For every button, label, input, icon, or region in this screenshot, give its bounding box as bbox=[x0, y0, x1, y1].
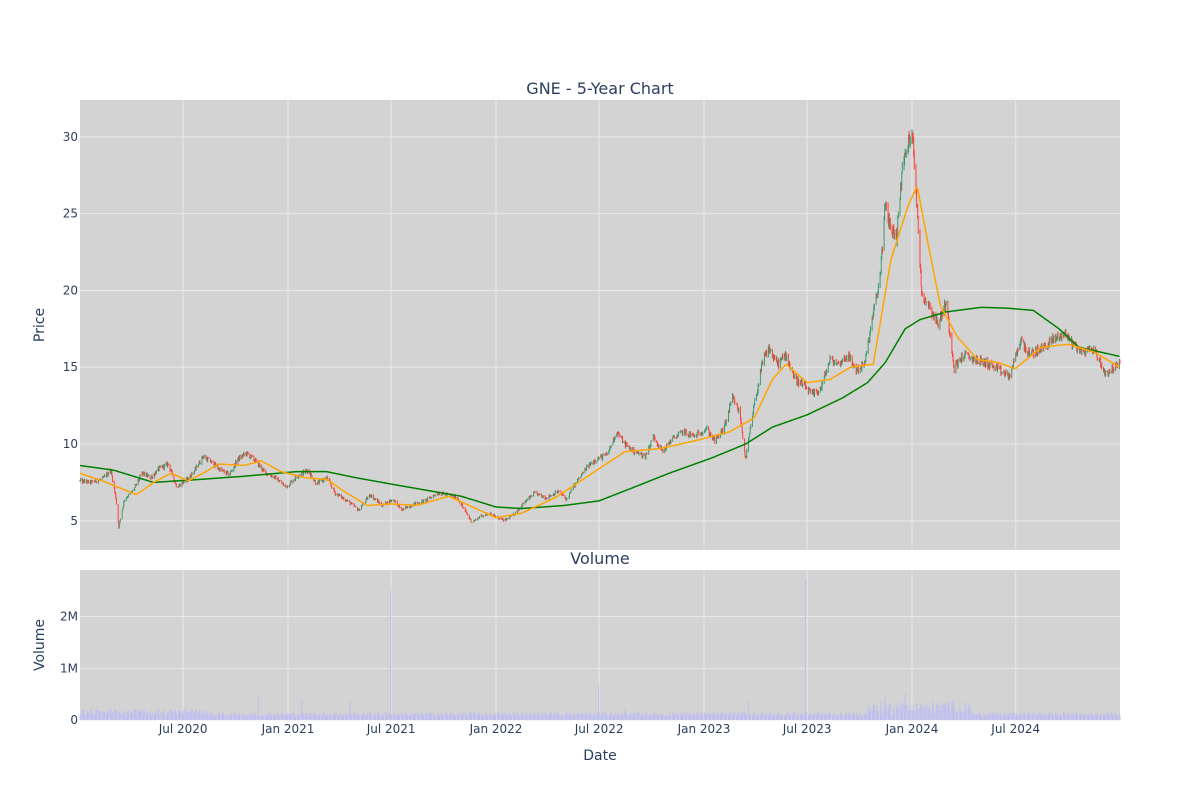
volume-tick-label: 0 bbox=[70, 713, 78, 727]
date-axis-title: Date bbox=[583, 748, 616, 764]
moving-averages bbox=[79, 185, 1120, 519]
volume-subplot-title: Volume bbox=[570, 549, 630, 568]
volume-bars bbox=[79, 580, 1121, 720]
price-tick-label: 25 bbox=[63, 207, 78, 221]
price-tick-label: 20 bbox=[63, 283, 78, 297]
price-tick-label: 10 bbox=[63, 437, 78, 451]
date-tick-label: Jul 2020 bbox=[158, 722, 208, 736]
volume-tick-label: 2M bbox=[60, 610, 78, 624]
long-moving-average-line bbox=[79, 306, 1120, 510]
volume-plot-background bbox=[80, 570, 1120, 720]
date-tick-label: Jan 2022 bbox=[469, 722, 523, 736]
chart-title: GNE - 5-Year Chart bbox=[526, 79, 673, 98]
date-tick-label: Jul 2023 bbox=[782, 722, 832, 736]
price-axis-title: Price bbox=[32, 308, 48, 342]
date-tick-label: Jul 2024 bbox=[990, 722, 1040, 736]
volume-tick-label: 1M bbox=[60, 661, 78, 675]
short-moving-average-line bbox=[79, 185, 1120, 519]
date-x-ticks: Jul 2020 Jan 2021 Jul 2021 Jan 2022 Jul 2022… bbox=[158, 722, 1040, 736]
price-plot-background bbox=[80, 100, 1120, 550]
date-tick-label: Jul 2021 bbox=[366, 722, 416, 736]
price-y-ticks: 5 10 15 20 25 30 bbox=[63, 130, 78, 528]
date-tick-label: Jan 2023 bbox=[677, 722, 731, 736]
price-tick-label: 5 bbox=[70, 514, 78, 528]
date-tick-label: Jan 2024 bbox=[885, 722, 939, 736]
volume-axis-title: Volume bbox=[32, 619, 48, 671]
date-tick-label: Jul 2022 bbox=[574, 722, 624, 736]
volume-y-ticks: 0 1M 2M bbox=[60, 610, 78, 727]
date-tick-label: Jan 2021 bbox=[261, 722, 315, 736]
price-tick-label: 15 bbox=[63, 360, 78, 374]
price-tick-label: 30 bbox=[63, 130, 78, 144]
